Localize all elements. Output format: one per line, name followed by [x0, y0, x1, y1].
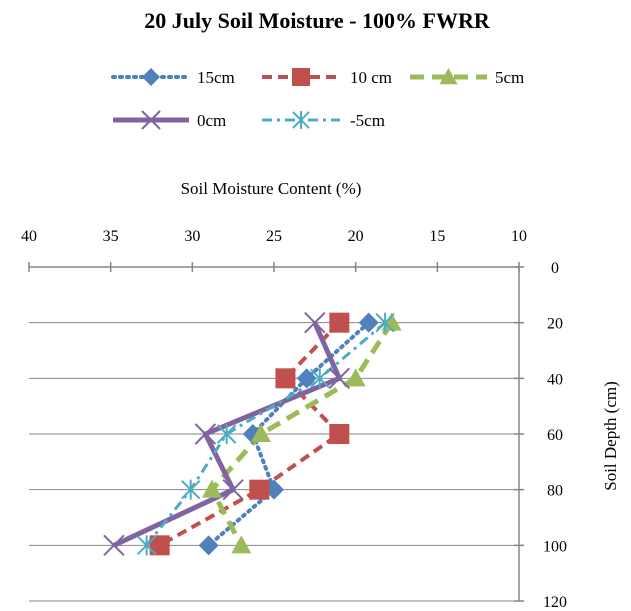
y-tick-label: 60	[547, 427, 563, 444]
data-point	[136, 535, 157, 556]
legend-label: 0cm	[197, 111, 226, 130]
y-tick-label: 40	[547, 371, 563, 388]
series-line	[158, 321, 342, 548]
legend-entry: 0cm	[113, 110, 226, 130]
data-point	[103, 534, 125, 557]
data-point	[250, 424, 271, 442]
data-point	[358, 312, 379, 333]
y-axis-title: Soil Depth (cm)	[601, 381, 620, 491]
data-point	[345, 368, 366, 387]
chart-title: 20 July Soil Moisture - 100% FWRR	[144, 8, 491, 33]
data-point	[149, 535, 170, 556]
data-point	[328, 367, 351, 390]
legend-entry: 10 cm	[262, 68, 392, 87]
data-point	[180, 479, 201, 500]
data-point	[296, 368, 317, 389]
data-point	[381, 312, 402, 331]
legend-entry: 15cm	[111, 68, 235, 87]
y-tick-label: 80	[547, 483, 563, 500]
x-tick-label: 30	[184, 228, 200, 245]
data-point	[222, 478, 244, 501]
series-markers	[103, 311, 402, 557]
data-point	[304, 311, 326, 334]
data-point	[275, 368, 296, 389]
x-tick-label: 20	[348, 228, 364, 245]
y-tick-label: 0	[551, 260, 559, 277]
legend-label: 5cm	[495, 68, 524, 87]
data-point	[194, 423, 217, 445]
legend-entry: -5cm	[262, 111, 385, 130]
y-tick-label: 20	[547, 316, 563, 333]
legend-marker-swatch	[439, 68, 458, 85]
legend-label: 15cm	[197, 68, 235, 87]
data-point	[310, 368, 330, 389]
data-point	[375, 312, 395, 333]
series-line	[145, 321, 387, 547]
data-point	[216, 424, 237, 444]
x-tick-label: 35	[103, 228, 119, 245]
data-point	[231, 535, 252, 554]
data-point	[201, 479, 222, 498]
data-point	[249, 479, 270, 500]
data-point	[329, 312, 350, 333]
x-axis-title: Soil Moisture Content (%)	[181, 179, 362, 198]
legend-marker-swatch	[142, 68, 160, 86]
y-tick-label: 120	[543, 594, 567, 611]
gridlines	[29, 322, 519, 602]
legend-label: 10 cm	[350, 68, 392, 87]
legend-marker-swatch	[141, 110, 161, 130]
data-point	[329, 424, 350, 444]
legend-label: -5cm	[350, 111, 385, 130]
plot-area	[28, 262, 524, 602]
axes	[28, 262, 524, 602]
x-axis-tick-labels: 40 35 30 25 20 15 10	[21, 228, 527, 245]
x-tick-label: 25	[266, 228, 282, 245]
x-tick-label: 15	[429, 228, 445, 245]
x-tick-label: 10	[511, 228, 527, 245]
legend-entry: 5cm	[410, 68, 524, 87]
legend-marker-swatch	[292, 68, 310, 86]
y-tick-label: 100	[543, 538, 567, 555]
x-tick-label: 40	[21, 228, 37, 245]
data-point	[198, 535, 219, 556]
legend-marker-swatch	[292, 111, 310, 129]
legend: 15cm 10 cm 5cm 0cm -5cm	[111, 68, 524, 130]
y-axis-tick-labels: 0 20 40 60 80 100 120	[543, 260, 567, 611]
